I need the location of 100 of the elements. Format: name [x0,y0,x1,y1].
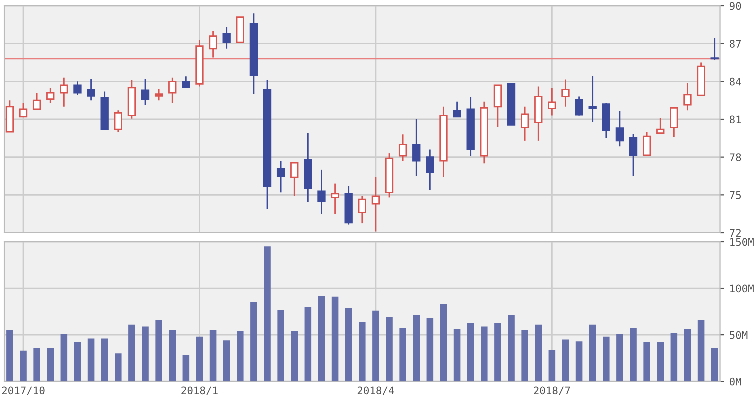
bar [291,331,298,382]
bar [182,356,190,382]
candlestick [182,76,190,88]
bar [670,333,678,382]
y-tick-label: 90 [730,2,742,10]
bar [156,320,162,382]
candlestick [588,75,597,123]
candlestick [398,134,408,162]
bar [372,310,380,382]
bar [440,304,448,382]
x-tick-label: 2018/7 [534,386,570,396]
candlestick [331,183,340,215]
y-tick-label: 75 [730,192,742,200]
bar [589,324,596,382]
bar [616,334,624,382]
candlestick [562,79,570,108]
bar [684,329,692,382]
bar [332,296,339,382]
candlestick [87,78,96,102]
bar [264,246,271,382]
candlestick [426,149,434,191]
bar [603,336,610,382]
candlestick [141,78,150,106]
y-tick-label: 150M [730,238,754,246]
candlestick [290,162,299,198]
candlestick [670,107,678,138]
candlestick [154,88,164,102]
bar [34,348,40,382]
bar [318,296,326,382]
y-tick-label: 0M [730,378,742,386]
bar [142,326,149,382]
candlestick [168,77,177,104]
bar [400,328,406,382]
x-tick-label: 2017/10 [2,386,45,396]
y-tick-label: 84 [730,78,742,86]
candlestick [19,102,28,118]
candlestick [656,118,665,134]
candlestick [32,92,42,110]
y-tick-label: 100M [730,284,754,293]
bar [413,316,420,382]
bar [481,326,488,382]
bar [494,322,502,382]
y-tick-label: 50M [730,331,748,340]
bar [657,342,664,382]
bar [74,342,82,382]
bar [426,318,434,382]
y-tick-label: 72 [730,229,741,237]
bar [88,338,95,382]
bar [60,334,68,382]
bar [169,330,176,382]
candlestick [494,84,502,128]
candlestick [60,77,68,108]
bar [237,331,244,382]
y-tick-label: 78 [730,154,742,162]
candlestick [548,87,556,116]
candlestick [684,82,692,112]
bar [467,322,474,382]
bar [548,350,556,382]
bar [196,336,204,382]
bar [304,307,312,382]
bar [115,354,122,382]
candlestick [629,133,638,177]
bar [522,330,528,382]
bar [128,324,136,382]
bar [386,317,393,382]
bar [47,348,54,382]
candlestick [520,106,530,142]
bar [210,330,217,382]
bar [359,322,366,382]
bar [20,350,27,382]
bar [223,340,230,382]
bar [345,308,352,382]
candlestick [642,131,652,156]
bar [576,342,583,382]
bar [278,310,284,382]
bar [698,320,705,382]
bar [535,324,542,382]
candlestick [276,160,286,194]
candlestick [46,87,55,104]
bar [711,348,718,382]
candlestick [710,37,719,61]
candlestick [222,26,231,50]
bar [644,342,650,382]
candlestick [412,118,421,177]
candlestick [74,80,82,96]
y-tick-label: 81 [730,116,742,124]
candlestick [318,169,326,215]
candlestick [358,196,366,224]
x-tick-label: 2018/1 [182,386,218,396]
candlestick [209,30,218,58]
bar [630,328,637,382]
y-tick-label: 87 [730,40,742,48]
candlestick [372,176,380,232]
bar [6,330,14,382]
bar [562,340,570,382]
x-tick-label: 2018/4 [358,386,394,396]
candlestick [575,96,584,116]
candlestick [453,101,462,118]
bar [508,316,515,382]
candlestick [114,110,122,133]
